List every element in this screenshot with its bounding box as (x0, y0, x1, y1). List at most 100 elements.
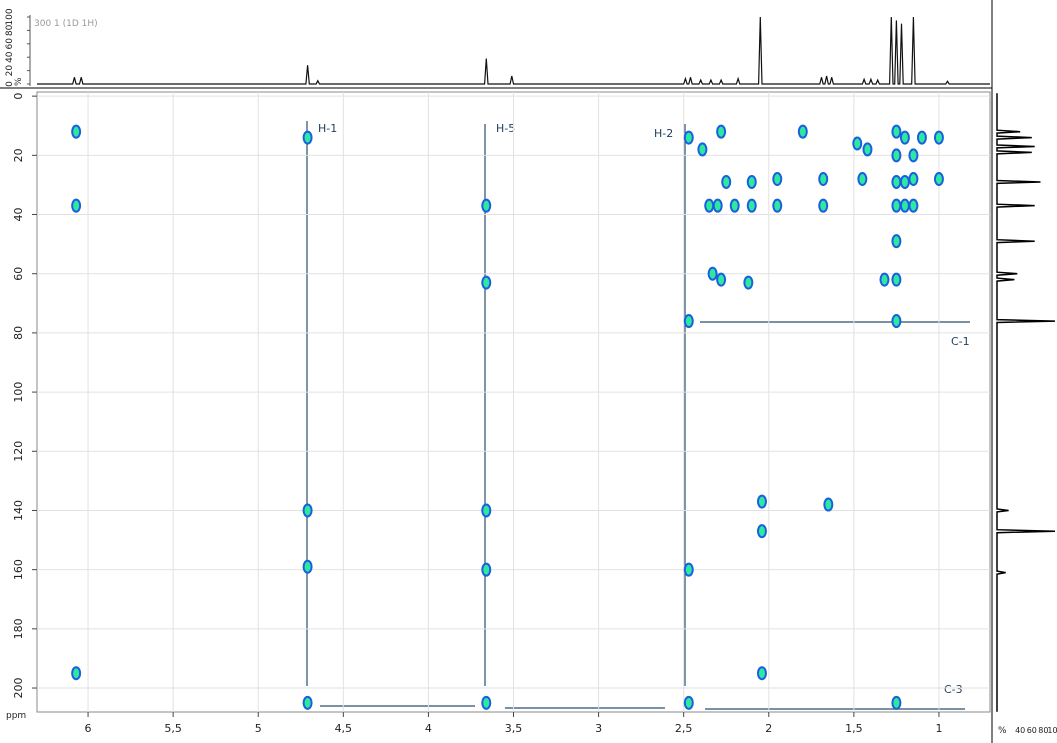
cross-peak (704, 198, 715, 213)
y-tick-label: 120 (12, 441, 25, 462)
y-tick-label: 20 (12, 148, 25, 162)
cross-peak (697, 142, 708, 157)
x-tick-label: 6 (85, 722, 92, 735)
top-y-tick-label: 80 (5, 24, 15, 36)
cross-peak (71, 198, 82, 213)
cross-peak (823, 497, 834, 512)
proj-tick-label: 80 (1038, 726, 1048, 735)
y-tick-label: 100 (12, 382, 25, 403)
cross-peak (716, 272, 727, 287)
x-tick-label: 1,5 (845, 722, 863, 735)
cross-peak (818, 172, 829, 187)
cross-peak (481, 695, 492, 710)
cross-peak (721, 174, 732, 189)
cross-peak (71, 124, 82, 139)
cross-peak (481, 198, 492, 213)
cross-peak (818, 198, 829, 213)
y-tick-label: 40 (12, 208, 25, 222)
cross-peak (683, 130, 694, 145)
top-y-tick-label: 20 (5, 65, 15, 77)
cross-peak (683, 695, 694, 710)
x-label: ppm (6, 711, 26, 721)
cross-peak (707, 266, 718, 281)
x-tick-label: 5 (255, 722, 262, 735)
cross-peak (481, 275, 492, 290)
cross-peak (746, 198, 757, 213)
x-tick-label: 4,5 (335, 722, 353, 735)
top-y-tick-label: 0 (5, 81, 15, 87)
cross-peak (891, 124, 902, 139)
x-tick-label: 1 (935, 722, 942, 735)
cross-peak (302, 559, 313, 574)
cross-peak (891, 148, 902, 163)
x-tick-label: 4 (425, 722, 432, 735)
top-y-label: % (14, 77, 24, 86)
cross-peak (891, 174, 902, 189)
proj-label: % (998, 726, 1007, 736)
cross-peak (772, 198, 783, 213)
cross-peak (772, 172, 783, 187)
cross-peak (891, 695, 902, 710)
annotation: C-3 (944, 683, 963, 696)
y-tick-label: 200 (12, 678, 25, 699)
annotation-lines (306, 121, 970, 710)
top-y-tick-label: 100 (5, 8, 15, 25)
x-tick-label: 3,5 (505, 722, 523, 735)
annotation: C-1 (951, 335, 970, 348)
x-tick-label: 3 (595, 722, 602, 735)
cross-peak (756, 494, 767, 509)
cross-peak (862, 142, 873, 157)
cross-peak (716, 124, 727, 139)
cross-peak (683, 314, 694, 329)
cross-peak (481, 562, 492, 577)
cross-peak (302, 695, 313, 710)
cross-peak (683, 562, 694, 577)
cross-peak (933, 130, 944, 145)
x-tick-label: 2 (765, 722, 772, 735)
spectrum-title: 300 1 (1D 1H) (34, 19, 98, 29)
cross-peak (899, 174, 910, 189)
cross-peak (916, 130, 927, 145)
annotation: H-5 (496, 122, 515, 135)
cross-peak (302, 503, 313, 518)
proj-tick-label: 100 (1047, 726, 1057, 735)
y-tick-label: 140 (12, 500, 25, 521)
x-tick-label: 2,5 (675, 722, 693, 735)
y-tick-label: 60 (12, 267, 25, 281)
y-tick-label: 160 (12, 559, 25, 580)
top-y-tick-label: 60 (5, 38, 15, 50)
projection-line (996, 93, 1056, 712)
proj-tick-label: 60 (1027, 726, 1037, 735)
cross-peak (743, 275, 754, 290)
annotation: H-1 (318, 122, 337, 135)
cross-peak (933, 172, 944, 187)
cross-peak (746, 174, 757, 189)
cross-peak (712, 198, 723, 213)
cross-peak (302, 130, 313, 145)
y-tick-label: 80 (12, 326, 25, 340)
cross-peak (891, 234, 902, 249)
cross-peak (908, 148, 919, 163)
y-tick-label: 0 (12, 93, 25, 100)
cross-peak (852, 136, 863, 151)
top-y-tick-label: 40 (5, 51, 15, 63)
cross-peak (908, 172, 919, 187)
cross-peak (481, 503, 492, 518)
cross-peak (891, 314, 902, 329)
x-tick-label: 5,5 (164, 722, 182, 735)
cross-peak (899, 198, 910, 213)
cross-peak (891, 272, 902, 287)
cross-peak (891, 198, 902, 213)
cross-peak (908, 198, 919, 213)
cross-peak (729, 198, 740, 213)
annotation: H-2 (654, 127, 673, 140)
spectrum-line (37, 16, 990, 85)
proj-tick-label: 40 (1015, 726, 1025, 735)
cross-peak (756, 524, 767, 539)
cross-peak (797, 124, 808, 139)
cross-peak (71, 666, 82, 681)
cross-peak (857, 172, 868, 187)
cross-peak (756, 666, 767, 681)
